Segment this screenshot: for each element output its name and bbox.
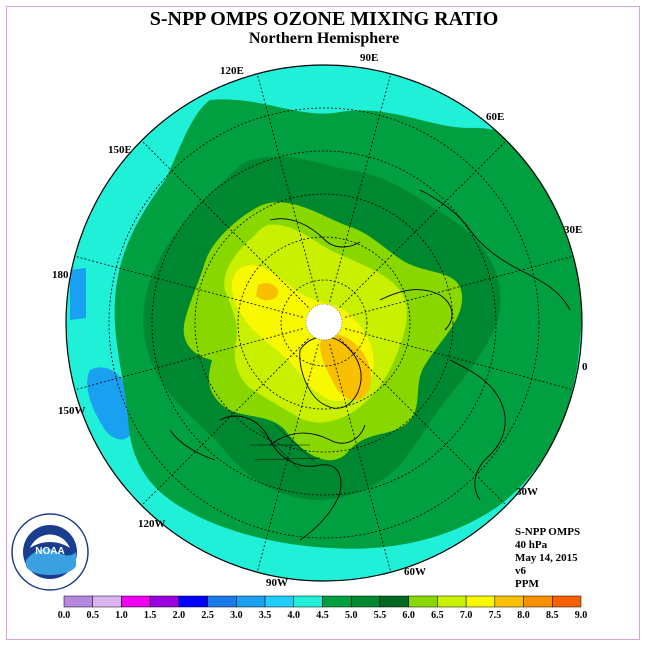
pole-no-data: [306, 304, 342, 340]
info-units: PPM: [515, 578, 539, 590]
meridian-line: [345, 328, 574, 391]
lon-label-0: 0: [582, 361, 588, 373]
colorbar-tick-label: 4.5: [316, 610, 329, 621]
meridian-line: [74, 255, 303, 318]
hemisphere-boundary: [65, 64, 583, 582]
colorbar-tick-label: 4.0: [288, 610, 301, 621]
colorbar-swatch: [149, 595, 180, 608]
meridian-line: [141, 140, 309, 308]
info-version: v6: [515, 565, 526, 577]
info-date: May 14, 2015: [515, 552, 578, 564]
colorbar-tick-label: 6.0: [402, 610, 415, 621]
colorbar-tick-label: 1.5: [144, 610, 157, 621]
colorbar-tick-label: 0.5: [86, 610, 99, 621]
meridian-line: [339, 140, 507, 308]
colorbar-tick-label: 3.0: [230, 610, 243, 621]
lon-label-120e: 120E: [220, 65, 244, 77]
lon-label-120w: 120W: [138, 518, 166, 530]
colorbar-tick-label: 7.5: [489, 610, 502, 621]
colorbar: 0.0 0.5 1.0 1.5 2.0 2.5 3.0 3.5 4.0 4.5 5.0 5.5 6.0 6…: [58, 595, 588, 621]
colorbar-swatch: [408, 595, 438, 608]
meridian-line: [329, 344, 392, 573]
colorbar-swatch: [63, 595, 93, 608]
colorbar-swatch: [293, 595, 323, 608]
colorbar-tick-label: 3.5: [259, 610, 272, 621]
colorbar-tick-label: 2.5: [201, 610, 214, 621]
lon-label-60w: 60W: [404, 566, 426, 578]
latitude-circle-40: [108, 107, 540, 539]
latitude-circle-50: [151, 150, 497, 496]
meridian-line: [345, 255, 574, 318]
meridian-line: [339, 338, 507, 506]
colorbar-swatch: [92, 595, 122, 608]
meridian-line: [74, 328, 303, 391]
map-title: S-NPP OMPS OZONE MIXING RATIO: [149, 8, 499, 30]
colorbar-tick-label: 8.5: [546, 610, 559, 621]
colorbar-tick-label: 5.0: [345, 610, 358, 621]
colorbar-tick-label: 8.0: [517, 610, 530, 621]
state-lines: [250, 424, 321, 471]
colorbar-tick-label: 0.0: [58, 610, 71, 621]
colorbar-swatch: [207, 595, 237, 608]
lon-label-180: 180: [52, 269, 69, 281]
colorbar-swatch: [236, 595, 266, 608]
colorbar-swatch: [264, 595, 295, 608]
colorbar-tick-label: 6.5: [431, 610, 444, 621]
meridian-line: [256, 73, 319, 302]
field-band6: [320, 333, 371, 401]
field-low-patch-west: [70, 268, 86, 320]
info-block: S-NPP OMPS 40 hPa May 14, 2015 v6 PPM: [515, 526, 580, 591]
longitude-labels: 120E 90E 60E 150E 30E 180 0 150W 30W 120…: [52, 52, 588, 589]
info-instrument: S-NPP OMPS: [515, 526, 581, 538]
lon-label-30e: 30E: [564, 224, 582, 236]
graticule: [74, 73, 574, 573]
map-subtitle: Northern Hemisphere: [248, 30, 400, 47]
colorbar-swatch: [465, 595, 496, 608]
lon-label-150w: 150W: [58, 405, 86, 417]
colorbar-tick-label: 9.0: [575, 610, 588, 621]
lon-label-90e: 90E: [360, 52, 378, 64]
lon-label-30w: 30W: [516, 486, 538, 498]
field-band6-west: [256, 283, 279, 301]
latitude-circle-60: [194, 193, 454, 453]
info-level: 40 hPa: [515, 539, 548, 551]
coast-eurasia: [419, 189, 571, 311]
latitude-circle-80: [280, 279, 368, 367]
coast-scandinavia: [379, 289, 453, 331]
colorbar-swatch: [494, 595, 524, 608]
meridian-line: [141, 338, 309, 506]
lon-label-150e: 150E: [108, 144, 132, 156]
lon-label-60e: 60E: [486, 111, 504, 123]
colorbar-tick-label: 2.0: [173, 610, 186, 621]
lon-label-90w: 90W: [266, 577, 288, 589]
latitude-circle-70: [237, 236, 411, 410]
coast-siberia: [269, 218, 361, 248]
colorbar-swatch: [379, 595, 409, 608]
coast-alaska: [169, 429, 216, 461]
colorbar-tick-label: 1.0: [115, 610, 128, 621]
colorbar-swatch: [178, 595, 208, 608]
colorbar-swatch: [437, 595, 467, 608]
colorbar-tick-label: 5.5: [374, 610, 387, 621]
coast-north-america: [219, 415, 342, 541]
colorbar-swatch: [350, 595, 381, 608]
colorbar-swatch: [523, 595, 553, 608]
meridian-line: [329, 73, 392, 302]
field-low-patch-pacific: [87, 367, 136, 440]
colorbar-swatch: [552, 595, 582, 608]
colorbar-swatch: [322, 595, 352, 608]
noaa-logo-text: NOAA: [35, 546, 64, 557]
image-frame: [6, 6, 640, 640]
colorbar-swatch: [121, 595, 151, 608]
noaa-logo: NOAA: [11, 513, 89, 591]
meridian-line: [256, 344, 319, 573]
colorbar-tick-label: 7.0: [460, 610, 473, 621]
